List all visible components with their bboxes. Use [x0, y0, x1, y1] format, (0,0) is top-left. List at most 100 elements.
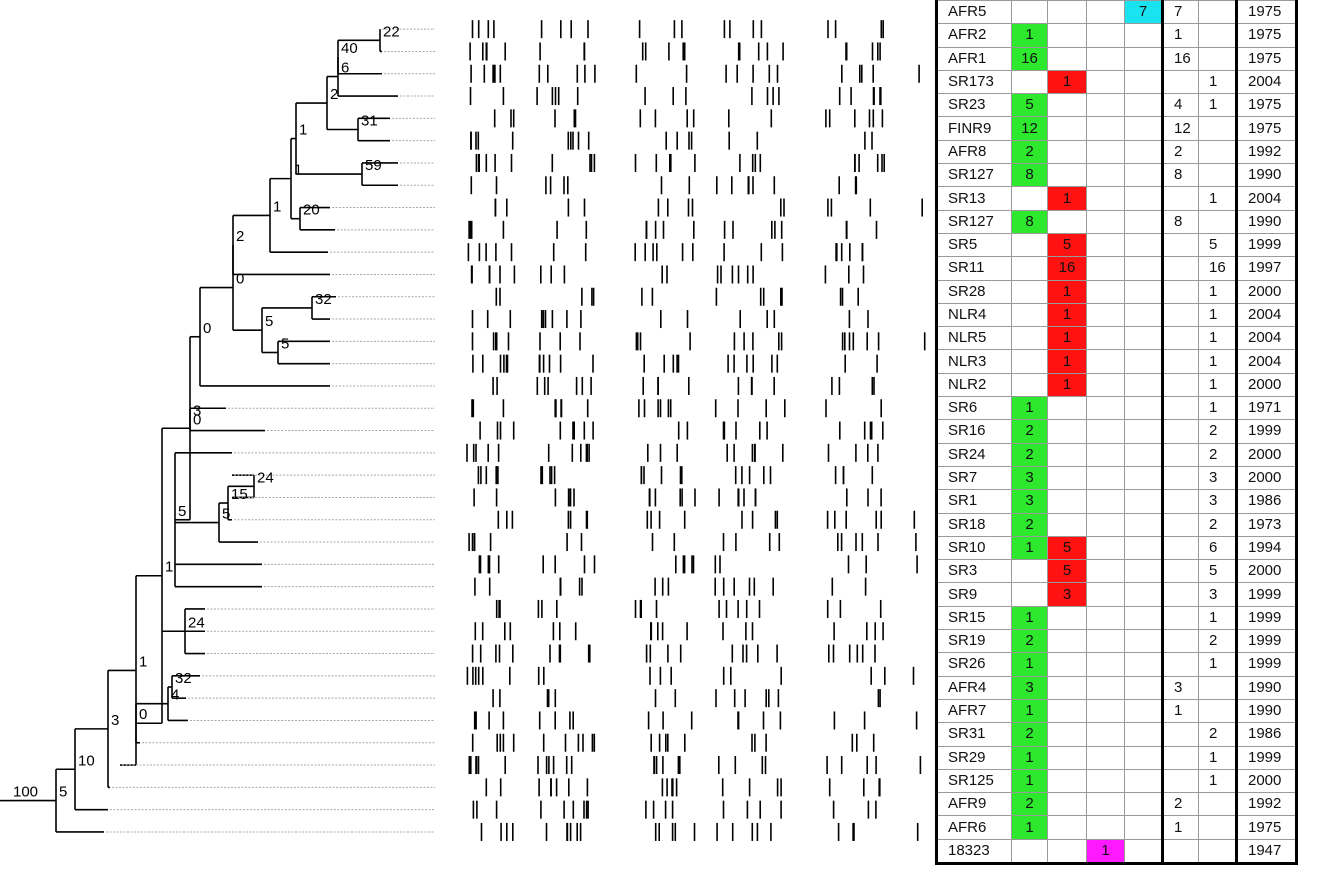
- bootstrap-label: 100: [13, 784, 38, 801]
- green-count-cell: 2: [1011, 139, 1048, 165]
- green-count-cell: [1011, 232, 1048, 258]
- red-count-cell: 1: [1047, 279, 1087, 304]
- table-row: SR7 3 3 2000: [935, 465, 1298, 491]
- cyan-count-cell: [1124, 46, 1164, 71]
- count-a-cell: 8: [1162, 209, 1199, 234]
- cyan-count-cell: [1124, 419, 1164, 444]
- year-cell: 2000: [1236, 559, 1298, 584]
- isolate-name-cell: SR127: [935, 163, 1012, 188]
- table-row: AFR9 2 2 1992: [935, 792, 1298, 817]
- bootstrap-label: 1: [299, 122, 307, 139]
- green-count-cell: 1: [1011, 815, 1048, 840]
- count-a-cell: [1162, 629, 1199, 654]
- isolate-name-cell: FINR9: [935, 116, 1012, 141]
- count-a-cell: 4: [1162, 93, 1199, 118]
- count-b-cell: 6: [1198, 535, 1238, 561]
- count-b-cell: 1: [1198, 652, 1238, 677]
- green-count-cell: 16: [1011, 46, 1048, 71]
- green-count-cell: [1011, 0, 1048, 25]
- table-row: SR16 2 2 1999: [935, 419, 1298, 444]
- magenta-count-cell: [1086, 69, 1125, 95]
- cyan-count-cell: [1124, 326, 1164, 351]
- count-a-cell: [1162, 349, 1199, 374]
- year-cell: 1975: [1236, 815, 1298, 840]
- table-row: AFR1 16 16 1975: [935, 46, 1298, 71]
- count-a-cell: [1162, 745, 1199, 770]
- magenta-count-cell: [1086, 512, 1125, 537]
- isolate-name-cell: NLR2: [935, 372, 1012, 398]
- magenta-count-cell: [1086, 116, 1125, 141]
- year-cell: 1975: [1236, 0, 1298, 25]
- count-b-cell: 5: [1198, 559, 1238, 584]
- count-b-cell: [1198, 46, 1238, 71]
- isolate-name-cell: SR11: [935, 256, 1012, 281]
- isolate-name-cell: SR3: [935, 559, 1012, 584]
- count-b-cell: 16: [1198, 256, 1238, 281]
- isolate-name-cell: AFR1: [935, 46, 1012, 71]
- count-b-cell: [1198, 23, 1238, 48]
- year-cell: 2004: [1236, 326, 1298, 351]
- bootstrap-label: 0: [236, 271, 244, 288]
- isolate-name-cell: SR16: [935, 419, 1012, 444]
- table-row: AFR8 2 2 1992: [935, 139, 1298, 165]
- table-row: SR15 1 1 1999: [935, 605, 1298, 631]
- year-cell: 2004: [1236, 186, 1298, 211]
- count-b-cell: [1198, 116, 1238, 141]
- count-b-cell: 1: [1198, 396, 1238, 421]
- count-a-cell: [1162, 489, 1199, 514]
- red-count-cell: [1047, 163, 1087, 188]
- year-cell: 1990: [1236, 698, 1298, 724]
- green-count-cell: 3: [1011, 675, 1048, 700]
- bootstrap-label: 4: [171, 687, 179, 704]
- red-count-cell: 3: [1047, 582, 1087, 607]
- count-a-cell: [1162, 768, 1199, 794]
- magenta-count-cell: [1086, 722, 1125, 747]
- count-a-cell: 16: [1162, 46, 1199, 71]
- magenta-count-cell: [1086, 0, 1125, 25]
- table-row: NLR4 1 1 2004: [935, 302, 1298, 328]
- isolate-name-cell: SR19: [935, 629, 1012, 654]
- magenta-count-cell: [1086, 559, 1125, 584]
- cyan-count-cell: [1124, 815, 1164, 840]
- isolate-name-cell: SR15: [935, 605, 1012, 631]
- table-row: SR173 1 1 2004: [935, 69, 1298, 95]
- count-a-cell: [1162, 69, 1199, 95]
- table-row: SR10 1 5 6 1994: [935, 535, 1298, 561]
- isolate-name-cell: SR7: [935, 465, 1012, 491]
- magenta-count-cell: [1086, 186, 1125, 211]
- magenta-count-cell: [1086, 652, 1125, 677]
- isolate-name-cell: SR5: [935, 232, 1012, 258]
- isolate-name-cell: AFR7: [935, 698, 1012, 724]
- red-count-cell: [1047, 396, 1087, 421]
- red-count-cell: 5: [1047, 232, 1087, 258]
- count-a-cell: 1: [1162, 815, 1199, 840]
- isolate-name-cell: AFR5: [935, 0, 1012, 25]
- bootstrap-label: 6: [341, 60, 349, 77]
- magenta-count-cell: [1086, 209, 1125, 234]
- count-a-cell: [1162, 186, 1199, 211]
- magenta-count-cell: [1086, 302, 1125, 328]
- red-count-cell: [1047, 465, 1087, 491]
- table-row: SR3 5 5 2000: [935, 559, 1298, 584]
- isolate-name-cell: SR18: [935, 512, 1012, 537]
- cyan-count-cell: [1124, 535, 1164, 561]
- red-count-cell: [1047, 605, 1087, 631]
- cyan-count-cell: [1124, 163, 1164, 188]
- green-count-cell: 2: [1011, 629, 1048, 654]
- green-count-cell: [1011, 302, 1048, 328]
- count-b-cell: 1: [1198, 745, 1238, 770]
- cyan-count-cell: [1124, 69, 1164, 95]
- magenta-count-cell: [1086, 23, 1125, 48]
- red-count-cell: 5: [1047, 535, 1087, 561]
- isolate-table: AFR5 7 7 1975 AFR2 1 1 1975 AFR1 16 16 1975 SR173 1 1 2…: [935, 0, 1319, 883]
- cyan-count-cell: [1124, 698, 1164, 724]
- year-cell: 2000: [1236, 465, 1298, 491]
- year-cell: 1999: [1236, 232, 1298, 258]
- red-count-cell: 1: [1047, 69, 1087, 95]
- count-a-cell: [1162, 442, 1199, 467]
- cyan-count-cell: [1124, 745, 1164, 770]
- magenta-count-cell: 1: [1086, 838, 1125, 866]
- bootstrap-label: 1: [165, 559, 173, 576]
- year-cell: 1986: [1236, 489, 1298, 514]
- cyan-count-cell: [1124, 722, 1164, 747]
